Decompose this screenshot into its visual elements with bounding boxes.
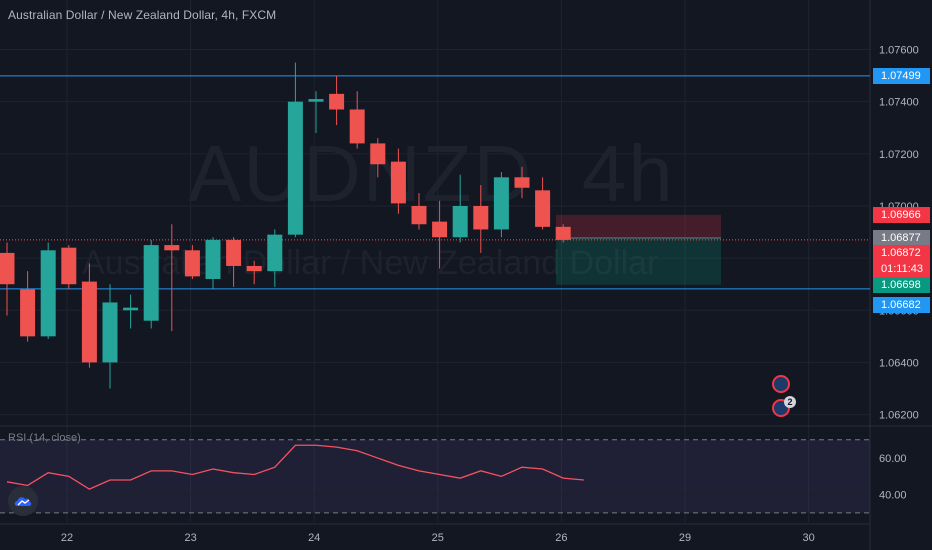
candle-body <box>555 226 571 240</box>
candle-body <box>493 177 509 230</box>
x-tick-label: 30 <box>802 532 814 544</box>
candle-body <box>184 250 200 277</box>
candle-body <box>267 234 283 272</box>
x-tick-label: 22 <box>61 532 73 544</box>
candle-body <box>452 205 468 238</box>
rsi-band-fill <box>0 439 870 513</box>
x-tick-label: 23 <box>184 532 196 544</box>
y-tick-label: 1.06400 <box>879 357 919 369</box>
y-tick-label: 1.07400 <box>879 97 919 109</box>
price-badge: 1.06872 <box>873 245 930 262</box>
rsi-line <box>6 444 584 490</box>
rsi-indicator-label[interactable]: RSI (14, close) <box>8 432 81 444</box>
event-count-badge: 2 <box>784 396 796 408</box>
rsi-y-tick-label: 40.00 <box>879 490 907 502</box>
rsi-y-tick-label: 60.00 <box>879 453 907 465</box>
candle-body <box>535 190 551 227</box>
x-tick-label: 25 <box>432 532 444 544</box>
candle-body <box>0 252 15 285</box>
candle-body <box>390 161 406 204</box>
tradingview-cloud-icon[interactable] <box>8 486 38 516</box>
candle-body <box>123 307 139 311</box>
position-stop-zone <box>556 214 721 239</box>
price-badge: 1.06877 <box>873 230 930 247</box>
candle-body <box>287 101 303 235</box>
position-target-zone <box>556 238 721 285</box>
candle-body <box>370 143 386 165</box>
candle-body <box>226 239 242 266</box>
x-tick-label: 24 <box>308 532 320 544</box>
price-badge: 01:11:43 <box>873 261 930 278</box>
candle-body <box>102 302 118 363</box>
candle-body <box>308 99 324 102</box>
candle-body <box>432 221 448 238</box>
candle-body <box>205 239 221 279</box>
candle-body <box>61 247 77 285</box>
price-badge: 1.06698 <box>873 276 930 293</box>
australia-flag-icon[interactable] <box>772 375 790 393</box>
candle-body <box>20 289 36 337</box>
price-badge: 1.07499 <box>873 67 930 84</box>
candle-body <box>143 245 159 321</box>
candle-body <box>514 177 530 188</box>
y-tick-label: 1.07200 <box>879 149 919 161</box>
candle-body <box>81 281 97 363</box>
candle-body <box>473 205 489 230</box>
price-badge: 1.06966 <box>873 206 930 223</box>
chart-title: Australian Dollar / New Zealand Dollar, … <box>8 8 277 22</box>
candle-body <box>349 109 365 144</box>
candle-body <box>246 265 262 272</box>
candle-body <box>329 93 345 110</box>
y-tick-label: 1.06200 <box>879 410 919 422</box>
candle-body <box>164 245 180 251</box>
candle-body <box>40 250 56 337</box>
candle-body <box>411 205 427 225</box>
x-tick-label: 26 <box>555 532 567 544</box>
price-badge: 1.06682 <box>873 296 930 313</box>
y-tick-label: 1.07600 <box>879 45 919 57</box>
x-tick-label: 29 <box>679 532 691 544</box>
